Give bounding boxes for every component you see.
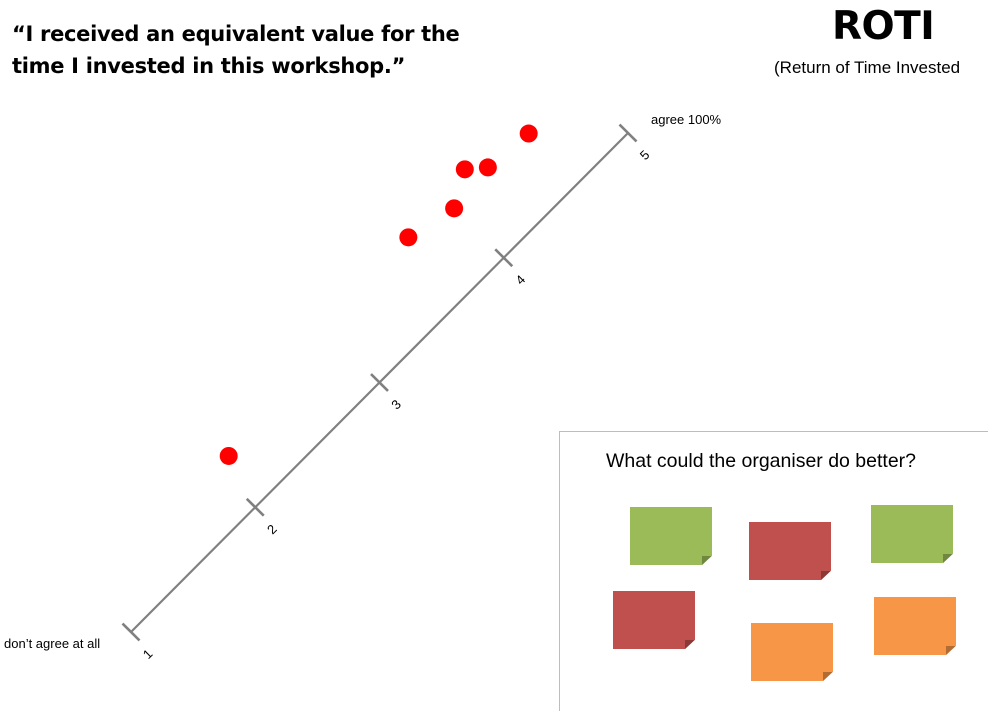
vote-dot bbox=[219, 446, 238, 465]
roti-subtitle: (Return of Time Invested bbox=[774, 58, 961, 77]
sticky-note[interactable] bbox=[874, 597, 956, 655]
sticky-note[interactable] bbox=[613, 591, 695, 649]
feedback-title: What could the organiser do better? bbox=[606, 450, 917, 472]
sticky-note[interactable] bbox=[630, 507, 712, 565]
scale-tick-label: 1 bbox=[140, 646, 156, 662]
vote-dot bbox=[519, 124, 538, 143]
vote-dot bbox=[445, 199, 464, 218]
scale-tick-1 bbox=[121, 622, 141, 642]
scale-tick-5 bbox=[618, 123, 638, 143]
scale-tick-3 bbox=[370, 373, 389, 392]
min-label: don’t agree at all bbox=[4, 636, 101, 651]
vote-dot bbox=[399, 228, 418, 247]
scale-tick-label: 5 bbox=[637, 147, 653, 163]
scale-tick-label: 2 bbox=[264, 521, 280, 537]
vote-dots bbox=[219, 124, 538, 465]
scale-tick-label: 3 bbox=[388, 397, 404, 413]
max-label: agree 100% bbox=[651, 112, 722, 127]
sticky-note[interactable] bbox=[749, 522, 831, 580]
feedback-panel: What could the organiser do better? bbox=[559, 431, 988, 711]
scale-tick-4 bbox=[494, 248, 514, 268]
sticky-note[interactable] bbox=[751, 623, 833, 681]
scale-tick-label: 4 bbox=[513, 272, 529, 288]
workshop-question: “I received an equivalent value for the … bbox=[12, 22, 460, 78]
scale-tick-2 bbox=[245, 497, 265, 517]
roti-title: ROTI bbox=[832, 4, 935, 49]
vote-dot bbox=[455, 160, 474, 179]
vote-dot bbox=[478, 158, 497, 177]
sticky-note[interactable] bbox=[871, 505, 953, 563]
